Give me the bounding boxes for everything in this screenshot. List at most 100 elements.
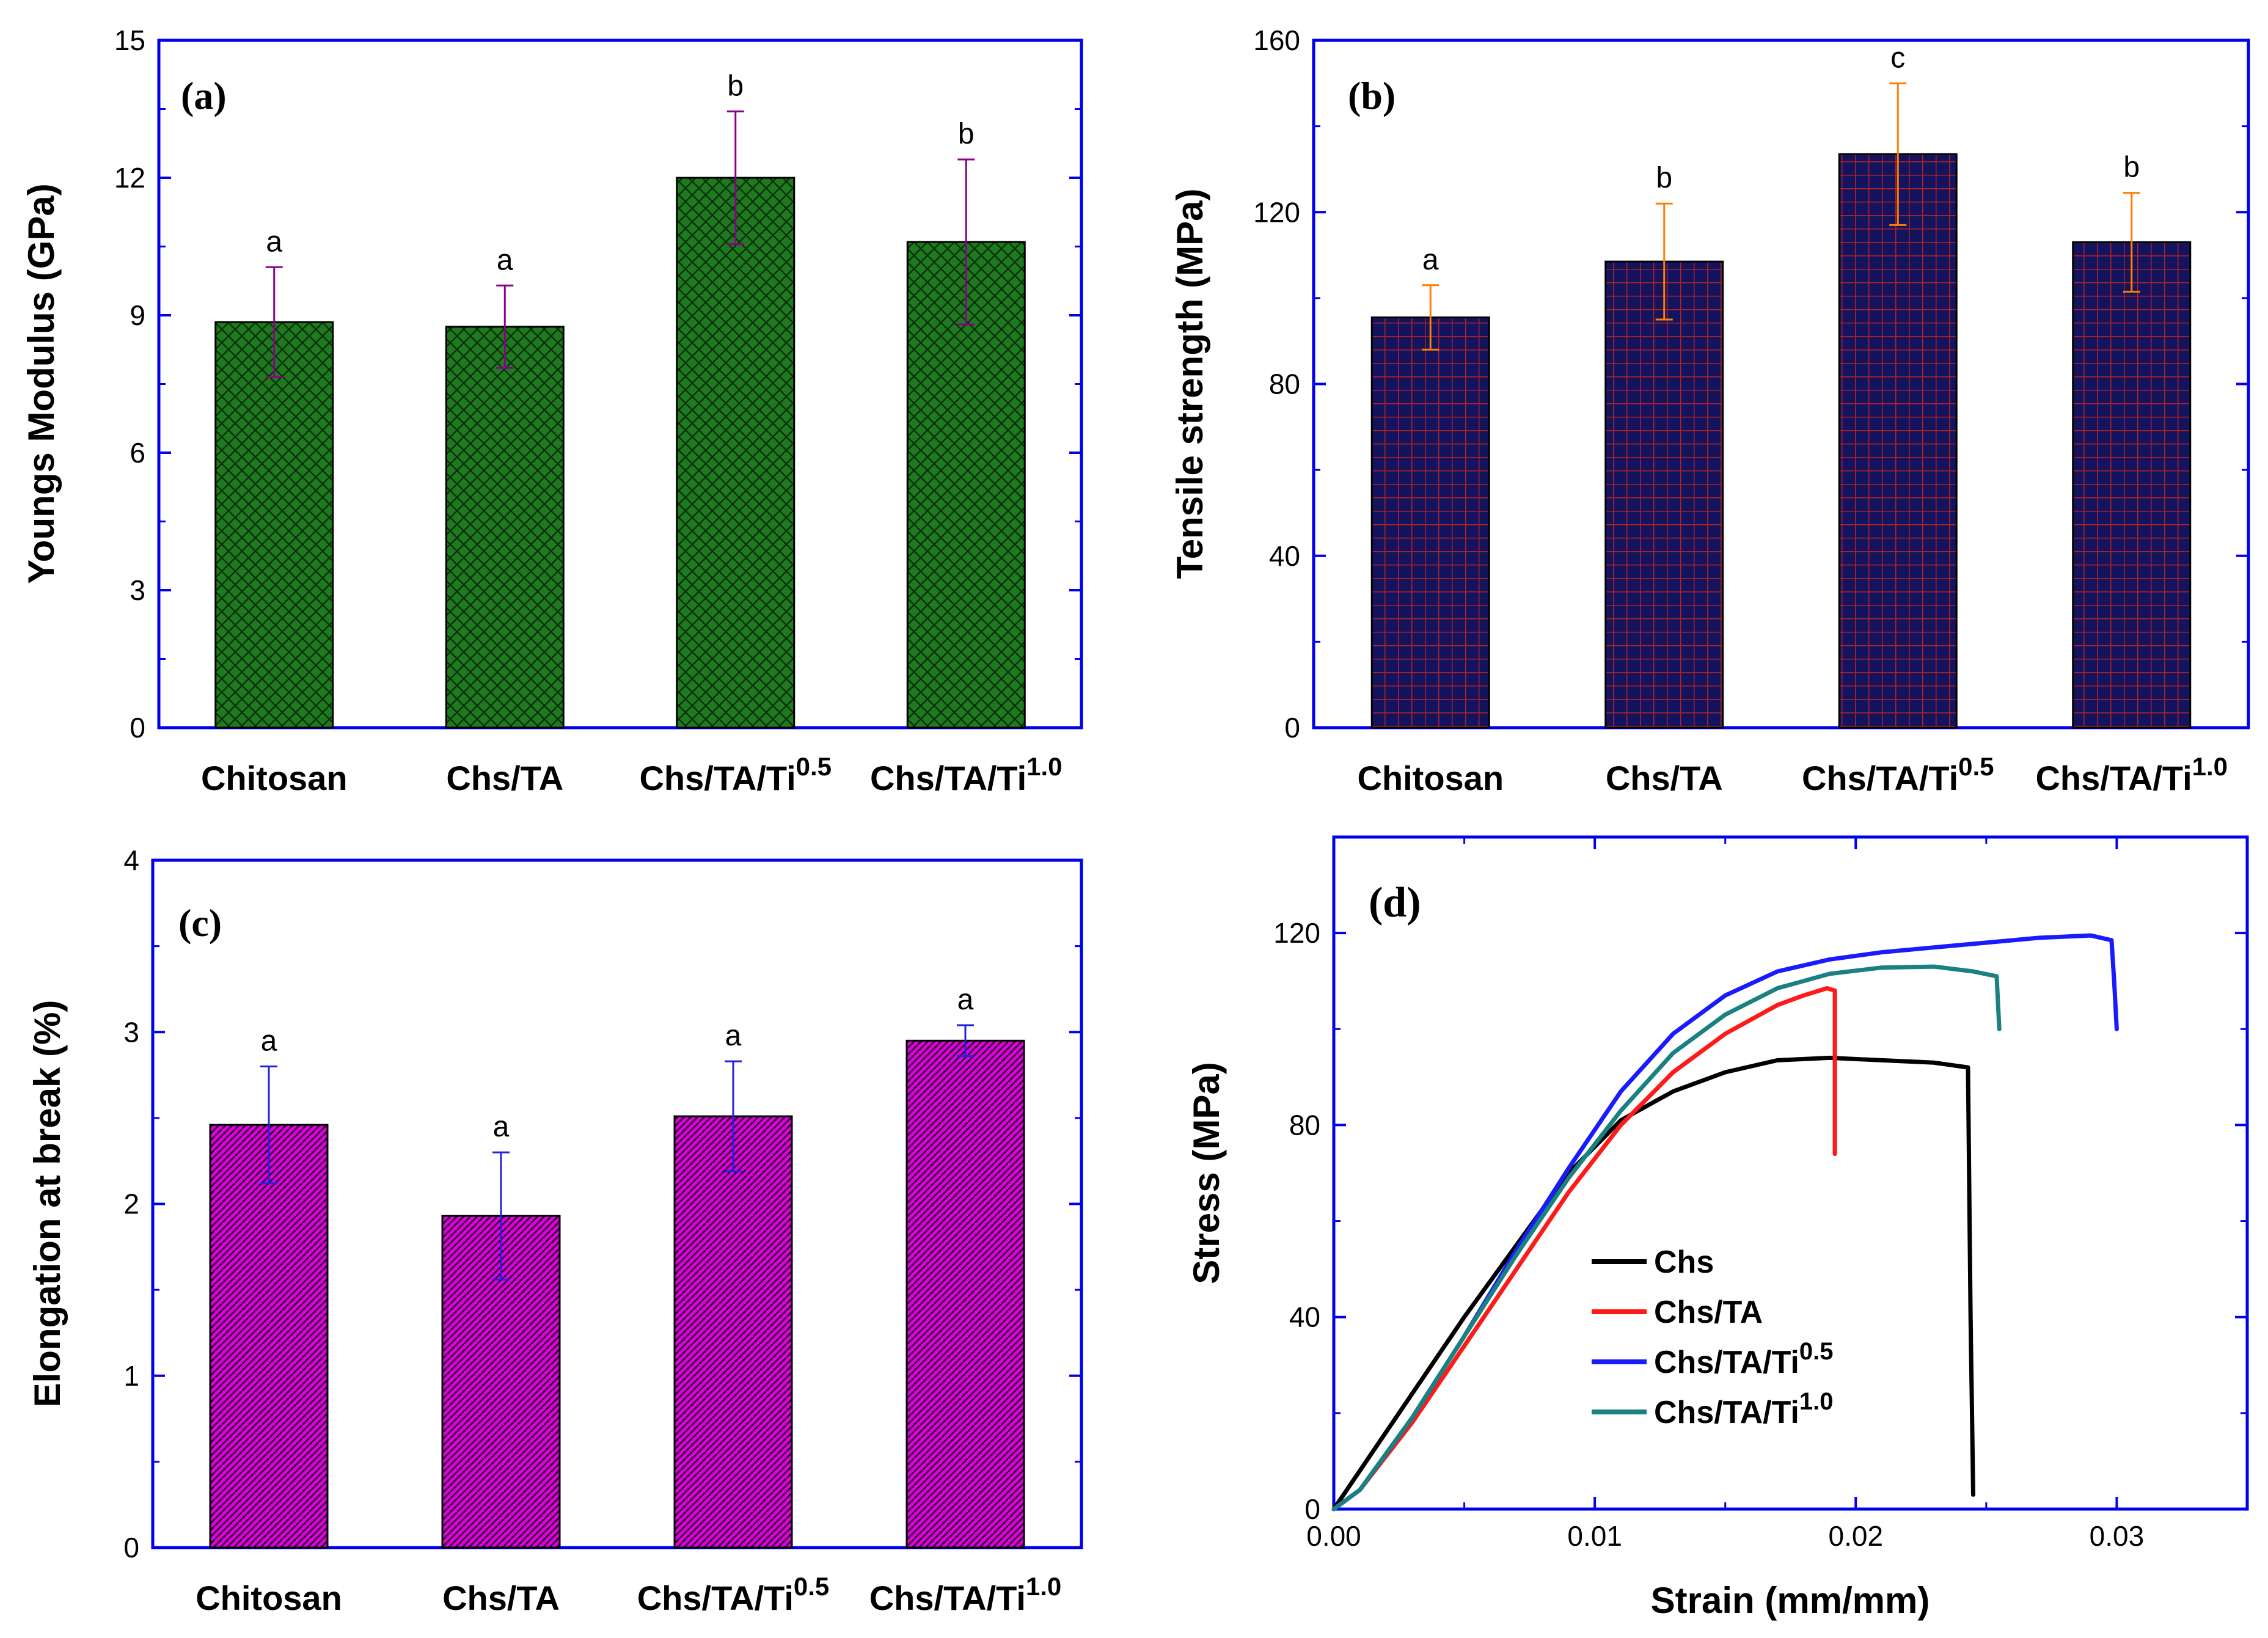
significance-letter: b bbox=[2123, 152, 2140, 184]
y-tick-label: 120 bbox=[1253, 196, 1300, 228]
bar bbox=[1370, 316, 1490, 729]
panel-c-label: (c) bbox=[178, 901, 222, 945]
y-tick-label: 0 bbox=[123, 1532, 139, 1563]
x-tick-label: 0.00 bbox=[1306, 1520, 1361, 1552]
bar bbox=[1838, 153, 1958, 729]
x-tick-label: 0.02 bbox=[1829, 1520, 1884, 1552]
panel-d-axes: 0 40 80 120 0.00 0.01 0.02 0.03 bbox=[1273, 837, 2247, 1552]
panel-c-bars: a a a a bbox=[209, 984, 1025, 1549]
category-label: Chitosan bbox=[201, 759, 348, 797]
panel-b-y-axis-label: Tensile strength (MPa) bbox=[1169, 189, 1210, 579]
y-tick-label: 2 bbox=[123, 1188, 139, 1220]
bar bbox=[445, 326, 565, 729]
significance-letter: a bbox=[1422, 244, 1439, 276]
bar bbox=[214, 321, 334, 729]
panel-b-bars: a b c b bbox=[1370, 42, 2192, 729]
panel-b-label: (b) bbox=[1348, 74, 1396, 117]
x-tick-label: 0.01 bbox=[1567, 1520, 1622, 1552]
category-label-base: Chs/TA/Ti bbox=[870, 759, 1026, 797]
y-tick-label: 120 bbox=[1273, 917, 1320, 949]
category-label: Chs/TA bbox=[446, 759, 563, 797]
category-label: Chs/TA/Ti1.0 bbox=[2035, 752, 2228, 797]
y-tick-label: 6 bbox=[130, 437, 145, 469]
category-label: Chs/TA/Ti1.0 bbox=[869, 1572, 1062, 1617]
y-tick-label: 1 bbox=[123, 1360, 139, 1392]
significance-letter: b bbox=[1656, 162, 1672, 194]
significance-letter: a bbox=[497, 244, 513, 276]
bar bbox=[1604, 260, 1724, 729]
curve-chs bbox=[1331, 1055, 1975, 1512]
category-label-superscript: 1.0 bbox=[1026, 752, 1062, 781]
legend-label-base: Chs/TA/Ti bbox=[1654, 1345, 1799, 1380]
y-tick-label: 15 bbox=[114, 24, 145, 56]
x-tick-label: 0.03 bbox=[2090, 1520, 2145, 1552]
category-label: Chs/TA bbox=[442, 1579, 560, 1617]
category-label-superscript: 0.5 bbox=[1958, 752, 1994, 781]
y-tick-label: 9 bbox=[130, 299, 145, 331]
significance-letter: c bbox=[1890, 42, 1905, 74]
category-label-base: Chs/TA/Ti bbox=[2035, 759, 2192, 797]
category-label-base: Chs/TA/Ti bbox=[639, 759, 796, 797]
significance-letter: a bbox=[261, 1025, 277, 1058]
y-tick-label: 0 bbox=[130, 712, 145, 744]
category-label: Chs/TA/Ti0.5 bbox=[639, 752, 832, 797]
curve-chs-ta-ti10 bbox=[1331, 964, 2002, 1512]
significance-letter: a bbox=[725, 1020, 742, 1052]
legend-label-base: Chs/TA bbox=[1654, 1295, 1763, 1330]
y-tick-label: 3 bbox=[130, 574, 145, 606]
category-label-base: Chitosan bbox=[1357, 759, 1504, 797]
panel-c-y-axis-label: Elongation at break (%) bbox=[27, 1000, 68, 1408]
category-label-base: Chitosan bbox=[196, 1579, 342, 1617]
category-label-base: Chs/TA bbox=[446, 759, 563, 797]
panel-d-stress-strain: 0 40 80 120 0.00 0.01 0.02 0.03 Chs Chs/TA Chs/TA… bbox=[1186, 835, 2249, 1621]
panel-d-plot-frame bbox=[1332, 835, 2249, 1511]
bar bbox=[2072, 241, 2192, 729]
panel-a-bars: a a b b bbox=[214, 70, 1026, 729]
category-label: Chs/TA/Ti0.5 bbox=[1802, 752, 1994, 797]
y-tick-label: 0 bbox=[1304, 1493, 1320, 1525]
category-label-superscript: 1.0 bbox=[1026, 1572, 1061, 1601]
bar bbox=[209, 1124, 329, 1549]
category-label: Chs/TA/Ti0.5 bbox=[637, 1572, 830, 1617]
y-tick-label: 80 bbox=[1289, 1109, 1320, 1141]
y-tick-label: 4 bbox=[123, 844, 139, 876]
curve-chs-ta bbox=[1331, 986, 1837, 1512]
panel-a-label: (a) bbox=[181, 74, 227, 117]
y-tick-label: 40 bbox=[1289, 1301, 1320, 1333]
category-label-base: Chs/TA bbox=[442, 1579, 560, 1617]
category-label: Chitosan bbox=[196, 1579, 342, 1617]
significance-letter: b bbox=[958, 118, 975, 150]
category-label-base: Chitosan bbox=[201, 759, 348, 797]
y-tick-label: 0 bbox=[1284, 712, 1300, 744]
panel-d-x-axis-label: Strain (mm/mm) bbox=[1651, 1580, 1930, 1621]
bar bbox=[676, 177, 796, 729]
panel-d-label: (d) bbox=[1369, 879, 1421, 926]
panel-a-y-axis-label: Youngs Modulus (GPa) bbox=[21, 183, 62, 584]
legend-label-chs-ta-ti10: Chs/TA/Ti1.0 bbox=[1654, 1388, 1833, 1430]
panel-d-curves bbox=[1331, 933, 2119, 1512]
panel-d-y-axis-label: Stress (MPa) bbox=[1186, 1062, 1227, 1284]
significance-letter: b bbox=[727, 70, 744, 102]
category-label-superscript: 1.0 bbox=[2192, 752, 2228, 781]
legend-label-superscript: 1.0 bbox=[1799, 1388, 1834, 1415]
legend-label-chs: Chs bbox=[1654, 1245, 1714, 1280]
y-tick-label: 160 bbox=[1253, 24, 1300, 56]
category-label-base: Chs/TA/Ti bbox=[869, 1579, 1026, 1617]
category-label: Chs/TA bbox=[1606, 759, 1723, 797]
category-label-superscript: 0.5 bbox=[794, 1572, 829, 1601]
y-tick-label: 12 bbox=[114, 162, 145, 194]
legend-label-chs-ta-ti05: Chs/TA/Ti0.5 bbox=[1654, 1338, 1833, 1380]
significance-letter: a bbox=[266, 225, 282, 258]
category-label-base: Chs/TA/Ti bbox=[1802, 759, 1958, 797]
significance-letter: a bbox=[957, 984, 974, 1016]
legend-label-base: Chs bbox=[1654, 1245, 1714, 1280]
legend-label-superscript: 0.5 bbox=[1799, 1338, 1834, 1365]
y-tick-label: 40 bbox=[1269, 540, 1300, 572]
